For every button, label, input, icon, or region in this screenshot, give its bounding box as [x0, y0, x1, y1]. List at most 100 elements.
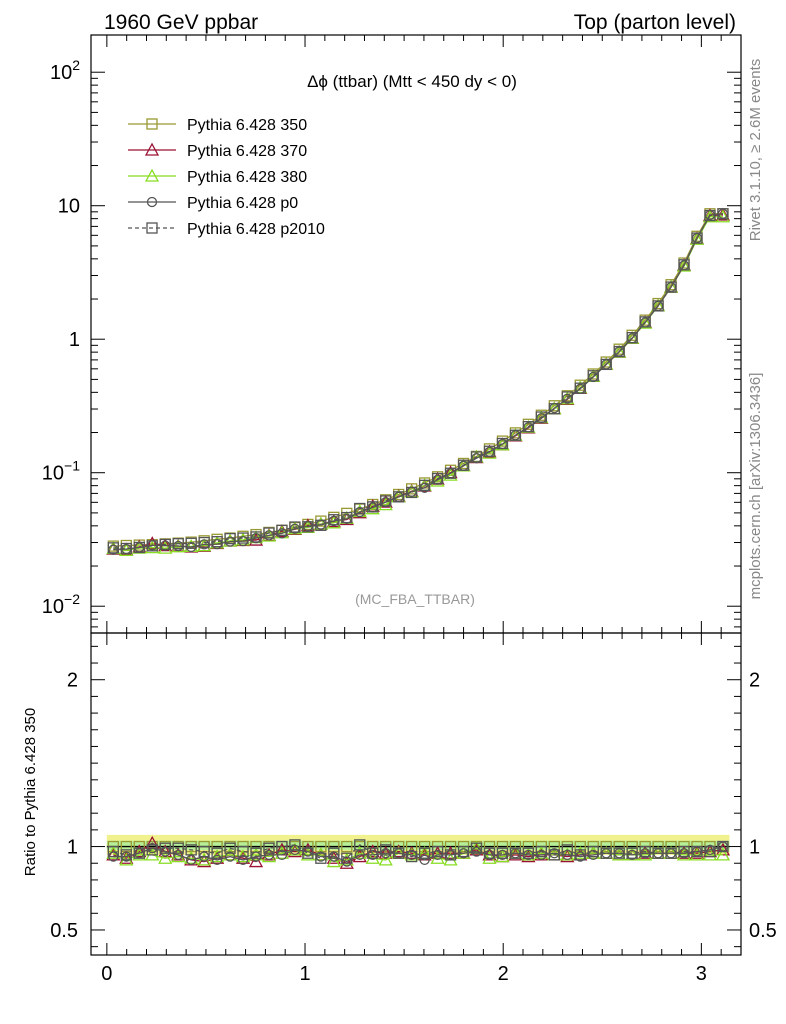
- series-line: [113, 213, 724, 551]
- data-point: [431, 472, 444, 485]
- y-tick-label: 10: [58, 196, 80, 218]
- ratio-point: [406, 850, 418, 863]
- ratio-bands: [106, 834, 730, 855]
- data-point: [145, 540, 160, 554]
- ratio-point: [172, 842, 184, 854]
- ratio-point: [341, 840, 353, 853]
- ratio-point: [367, 847, 379, 859]
- ratio-point: [509, 847, 522, 859]
- ratio-point: [341, 852, 353, 864]
- ratio-point: [173, 849, 184, 861]
- x-tick-label: 1: [299, 963, 310, 985]
- ratio-y-tick-label: 0.5: [50, 920, 78, 942]
- data-point: [665, 281, 677, 293]
- ratio-point: [652, 847, 664, 859]
- x-axis-tick-labels: 0 1 2 3: [101, 963, 707, 985]
- ratio-point: [691, 845, 703, 858]
- ratio-point: [261, 849, 277, 863]
- data-point: [704, 209, 716, 222]
- data-point: [470, 451, 483, 463]
- data-point: [159, 538, 171, 551]
- ratio-point: [704, 845, 716, 858]
- ratio-point: [263, 849, 275, 861]
- ratio-point: [457, 845, 470, 858]
- data-point: [678, 259, 690, 271]
- data-point: [626, 332, 638, 344]
- data-point: [393, 491, 405, 503]
- main-series-2: [106, 209, 731, 556]
- ratio-point: [263, 842, 275, 854]
- main-series-4: [107, 208, 729, 555]
- data-point: [689, 231, 705, 245]
- ratio-point: [380, 844, 392, 856]
- data-point: [380, 495, 392, 507]
- ratio-point: [534, 845, 549, 859]
- ratio-point: [509, 840, 522, 853]
- ratio-point: [328, 847, 340, 859]
- ratio-point: [678, 845, 690, 858]
- main-series-0: [107, 208, 729, 552]
- series-line: [113, 216, 723, 551]
- ratio-point: [184, 850, 199, 864]
- x-tick-label: 2: [498, 963, 509, 985]
- data-point: [717, 208, 729, 220]
- ratio-point: [626, 840, 638, 853]
- legend-label: Pythia 6.428 350: [187, 117, 307, 134]
- data-point: [535, 411, 548, 423]
- data-point: [276, 524, 288, 537]
- main-series-3: [108, 208, 729, 555]
- ratio-point: [613, 847, 625, 859]
- ratio-point: [418, 840, 431, 853]
- energy-label: 1960 GeV ppbar: [104, 11, 258, 34]
- data-point: [676, 258, 692, 272]
- data-point: [561, 391, 573, 403]
- ratio-series-4: [107, 839, 729, 864]
- x-tick-label: 0: [101, 963, 112, 985]
- data-point: [211, 536, 223, 548]
- ratio-point: [600, 847, 612, 859]
- ratio-point: [443, 845, 458, 859]
- data-point: [715, 209, 731, 223]
- ratio-y-tick-label-right: 0.5: [749, 920, 777, 942]
- ratio-point: [224, 842, 236, 854]
- data-point: [250, 531, 262, 543]
- ratio-point: [276, 840, 288, 853]
- data-point: [302, 521, 314, 533]
- ratio-point: [612, 847, 627, 861]
- ratio-point: [548, 849, 560, 861]
- ratio-point: [419, 854, 430, 866]
- data-point: [146, 540, 158, 552]
- legend-marker: [146, 222, 158, 234]
- ratio-y-tick-label: 2: [67, 670, 78, 692]
- data-point: [495, 437, 510, 451]
- ratio-point: [639, 845, 651, 858]
- ratio-point: [198, 845, 210, 858]
- data-point: [328, 514, 340, 526]
- mcplots-label: mcplots.cern.ch [arXiv:1306.3436]: [747, 373, 764, 600]
- data-point: [378, 497, 393, 511]
- process-label: Top (parton level): [574, 11, 736, 34]
- ratio-point: [393, 847, 405, 859]
- ratio-point: [224, 851, 236, 862]
- legend-label: Pythia 6.428 p0: [187, 195, 298, 212]
- ratio-point: [274, 845, 290, 859]
- data-point: [418, 479, 431, 491]
- ratio-point: [521, 849, 536, 863]
- legend: Pythia 6.428 350 Pythia 6.428 370 Pythia 6…: [128, 117, 325, 238]
- ratio-point: [120, 849, 132, 861]
- ratio-point: [600, 840, 612, 853]
- data-point: [248, 532, 264, 546]
- data-point: [172, 538, 184, 550]
- ratio-point: [315, 852, 327, 864]
- ratio-axis-ticks: 0.5 0.5 1 1 2 2: [50, 633, 777, 955]
- ratio-point: [418, 847, 431, 859]
- data-point: [133, 541, 145, 554]
- ratio-point: [522, 847, 535, 859]
- ratio-y-tick-label-right: 1: [749, 837, 760, 859]
- ratio-y-tick-label: 1: [67, 837, 78, 859]
- ratio-band-inner: [106, 840, 730, 850]
- data-point: [315, 519, 327, 531]
- data-point: [263, 527, 275, 539]
- ratio-point: [354, 839, 366, 851]
- side-labels: Rivet 3.1.10, ≥ 2.6M events mcplots.cern…: [747, 59, 764, 600]
